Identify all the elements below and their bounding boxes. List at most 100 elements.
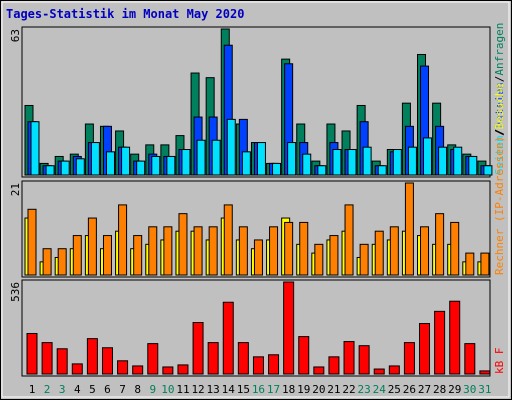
x-tick-label: 27 <box>418 383 431 396</box>
bar <box>420 226 430 276</box>
bar <box>302 153 312 176</box>
x-tick-label: 3 <box>59 383 66 396</box>
bar <box>101 347 113 375</box>
bar <box>237 342 249 375</box>
bar <box>27 208 37 276</box>
bar <box>329 235 339 276</box>
bar <box>166 155 176 176</box>
bar <box>30 121 40 176</box>
bar <box>45 165 55 176</box>
bar <box>241 151 251 176</box>
x-tick-label: 22 <box>342 383 355 396</box>
bar <box>468 155 478 176</box>
bar <box>299 221 309 276</box>
bar <box>438 146 448 176</box>
bar <box>72 235 82 276</box>
bar <box>287 142 297 176</box>
bar <box>117 360 129 375</box>
bar <box>449 300 461 375</box>
bar <box>56 348 68 375</box>
bar <box>223 204 233 276</box>
bar <box>388 365 400 375</box>
bar <box>151 155 161 176</box>
bar <box>105 151 115 176</box>
bar <box>177 364 189 375</box>
bar <box>181 149 191 176</box>
bar <box>314 243 324 276</box>
bar <box>178 213 188 276</box>
x-tick-label: 28 <box>433 383 446 396</box>
bar <box>86 338 98 375</box>
bar <box>403 342 415 375</box>
bar <box>344 204 354 276</box>
bar <box>374 230 384 276</box>
x-tick-label: 21 <box>327 383 340 396</box>
bar <box>147 343 159 375</box>
bar <box>465 252 475 276</box>
bar <box>133 235 143 276</box>
legend-entry: Anfragen <box>493 23 506 76</box>
bar <box>272 162 282 176</box>
bar <box>407 146 417 176</box>
bar <box>483 165 493 176</box>
bar <box>404 182 414 276</box>
x-tick-label: 10 <box>161 383 174 396</box>
bar <box>42 248 52 276</box>
bar <box>450 221 460 276</box>
legend-entry: Besuche <box>493 83 506 129</box>
bar <box>222 301 234 375</box>
bar <box>148 226 158 276</box>
x-tick-label: 1 <box>29 383 36 396</box>
legend: Rechner (IP-Adressen)/Besuche <box>493 83 506 275</box>
bar <box>283 281 295 375</box>
x-tick-label: 19 <box>297 383 310 396</box>
x-tick-label: 14 <box>222 383 236 396</box>
bar <box>347 149 357 176</box>
x-tick-label: 17 <box>267 383 280 396</box>
bar <box>480 252 490 276</box>
bar <box>434 310 446 375</box>
bar <box>208 226 218 276</box>
legend-entry: Rechner (IP-Adressen) <box>493 136 506 275</box>
legend-entry: Dateien <box>493 82 506 128</box>
bar <box>284 221 294 276</box>
bar <box>377 165 387 176</box>
y-tick-label: 536 <box>9 282 22 302</box>
bar <box>163 226 173 276</box>
bar <box>298 336 310 375</box>
x-tick-label: 8 <box>134 383 141 396</box>
bar <box>343 341 355 375</box>
legend: Seiten/Dateien/Anfragen <box>493 23 506 175</box>
bar <box>268 354 280 375</box>
bar <box>479 370 491 375</box>
bar <box>238 226 248 276</box>
bar <box>389 226 399 276</box>
x-tick-label: 4 <box>74 383 81 396</box>
bar <box>60 160 70 176</box>
x-tick-label: 18 <box>282 383 295 396</box>
x-tick-label: 25 <box>388 383 401 396</box>
x-tick-label: 15 <box>237 383 250 396</box>
bar <box>435 213 445 276</box>
x-tick-label: 6 <box>104 383 111 396</box>
bar <box>423 137 433 176</box>
x-tick-label: 30 <box>463 383 476 396</box>
bar <box>332 149 342 176</box>
bar <box>358 345 370 375</box>
bar <box>328 356 340 375</box>
x-tick-label: 26 <box>403 383 416 396</box>
x-tick-label: 23 <box>358 383 371 396</box>
bar <box>118 204 128 276</box>
chart-title: Tages-Statistik im Monat May 2020 <box>6 7 244 21</box>
x-tick-label: 31 <box>478 383 491 396</box>
x-tick-label: 9 <box>149 383 156 396</box>
x-tick-label: 24 <box>373 383 387 396</box>
y-tick-label: 63 <box>9 29 22 42</box>
bar <box>26 332 38 375</box>
legend-entry: kB F <box>493 348 506 375</box>
bar <box>71 363 83 375</box>
x-tick-label: 13 <box>207 383 220 396</box>
bar <box>317 165 327 176</box>
